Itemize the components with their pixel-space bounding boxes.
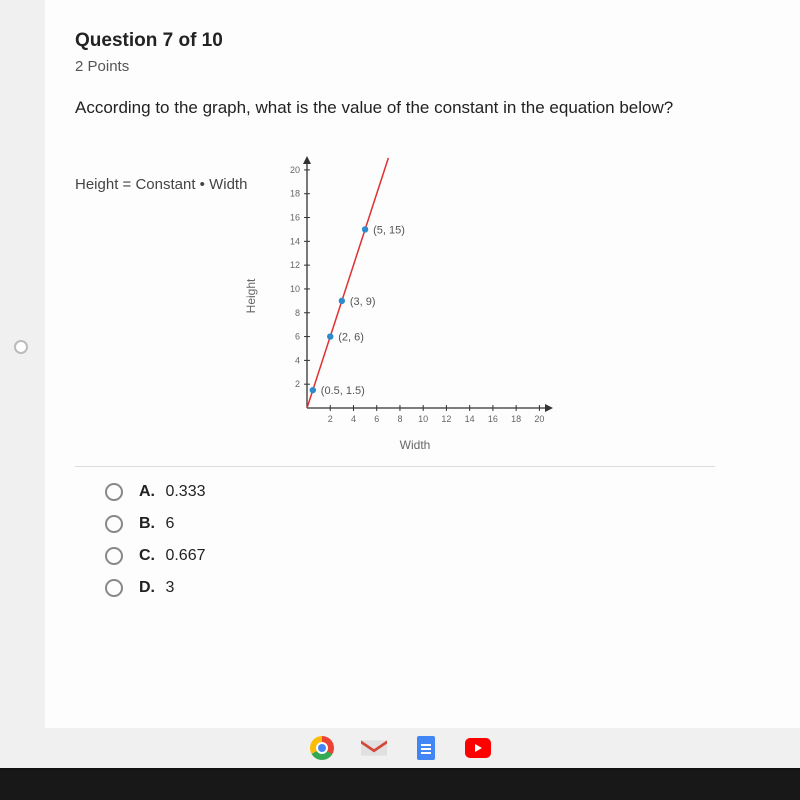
svg-text:12: 12 <box>290 260 300 270</box>
nav-dot[interactable] <box>14 340 28 354</box>
svg-text:8: 8 <box>397 414 402 424</box>
youtube-icon[interactable] <box>465 735 491 761</box>
choice-label: B. 6 <box>139 515 174 533</box>
question-points: 2 Points <box>75 58 760 75</box>
choice-c[interactable]: C. 0.667 <box>105 547 760 565</box>
graph-svg: 2 4 6 8 10 12 14 16 18 20 2 4 6 8 10 12 14 16 18 20 (0.5, 1.… <box>265 146 565 446</box>
choice-label: D. 3 <box>139 579 174 597</box>
question-number: Question 7 of 10 <box>75 30 760 52</box>
svg-text:20: 20 <box>290 165 300 175</box>
taskbar <box>0 728 800 768</box>
gmail-icon[interactable] <box>361 735 387 761</box>
choice-label: C. 0.667 <box>139 547 205 565</box>
svg-text:4: 4 <box>351 414 356 424</box>
svg-text:(2, 6): (2, 6) <box>338 332 364 344</box>
svg-text:14: 14 <box>290 236 300 246</box>
radio-icon <box>105 515 123 533</box>
y-axis-label: Height <box>244 279 258 314</box>
graph: Height 24681012141618202468101214161820(… <box>265 146 565 446</box>
radio-icon <box>105 547 123 565</box>
svg-text:2: 2 <box>328 414 333 424</box>
radio-icon <box>105 483 123 501</box>
svg-text:16: 16 <box>488 414 498 424</box>
svg-text:16: 16 <box>290 212 300 222</box>
svg-text:8: 8 <box>295 308 300 318</box>
svg-text:(3, 9): (3, 9) <box>350 296 376 308</box>
svg-text:(0.5, 1.5): (0.5, 1.5) <box>321 385 365 397</box>
svg-text:10: 10 <box>418 414 428 424</box>
choice-label: A. 0.333 <box>139 483 205 501</box>
radio-icon <box>105 579 123 597</box>
choice-d[interactable]: D. 3 <box>105 579 760 597</box>
answer-choices: A. 0.333 B. 6 C. 0.667 D. 3 <box>105 483 760 597</box>
svg-text:6: 6 <box>374 414 379 424</box>
content-row: Height = Constant • Width Height 2 4 6 8 10 1… <box>75 146 760 446</box>
svg-text:(5, 15): (5, 15) <box>373 224 405 236</box>
svg-text:6: 6 <box>295 332 300 342</box>
svg-text:18: 18 <box>290 189 300 199</box>
docs-icon[interactable] <box>413 735 439 761</box>
device-bezel <box>0 770 800 800</box>
svg-text:20: 20 <box>534 414 544 424</box>
chrome-icon[interactable] <box>309 735 335 761</box>
svg-text:12: 12 <box>441 414 451 424</box>
x-axis-label: Width <box>400 438 431 452</box>
svg-text:4: 4 <box>295 355 300 365</box>
svg-text:10: 10 <box>290 284 300 294</box>
divider <box>75 466 715 467</box>
svg-text:2: 2 <box>295 379 300 389</box>
choice-b[interactable]: B. 6 <box>105 515 760 533</box>
screen: Question 7 of 10 2 Points According to t… <box>0 0 800 770</box>
question-stem: According to the graph, what is the valu… <box>75 97 695 120</box>
question-card: Question 7 of 10 2 Points According to t… <box>45 0 800 728</box>
choice-a[interactable]: A. 0.333 <box>105 483 760 501</box>
svg-text:14: 14 <box>465 414 475 424</box>
svg-text:18: 18 <box>511 414 521 424</box>
formula-text: Height = Constant • Width <box>75 176 265 193</box>
